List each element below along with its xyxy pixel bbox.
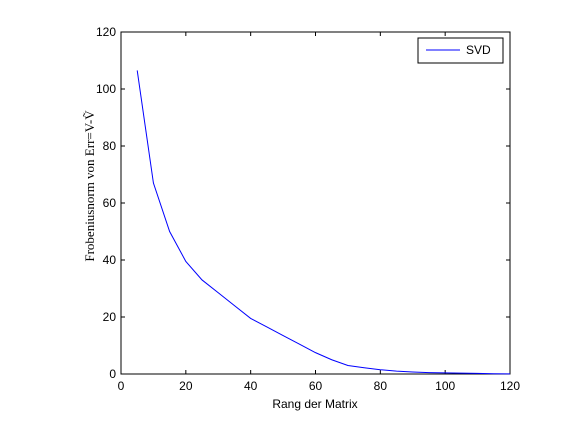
y-tick-label-0: 0 bbox=[109, 367, 116, 381]
legend: SVD bbox=[418, 38, 503, 63]
legend-label: SVD bbox=[466, 43, 491, 57]
x-tick-label-4: 80 bbox=[374, 379, 388, 393]
y-tick-label-1: 20 bbox=[103, 310, 117, 324]
plot-area bbox=[121, 32, 510, 374]
y-tick-label-6: 120 bbox=[96, 25, 116, 39]
y-tick-label-5: 100 bbox=[96, 82, 116, 96]
x-tick-label-1: 20 bbox=[179, 379, 193, 393]
y-tick-label-3: 60 bbox=[103, 196, 117, 210]
x-tick-label-3: 60 bbox=[309, 379, 323, 393]
y-axis-label: Frobeniusnorm von Err=V-Ṽ bbox=[82, 110, 97, 262]
x-tick-label-2: 40 bbox=[244, 379, 258, 393]
x-axis-label: Rang der Matrix bbox=[272, 397, 357, 411]
y-tick-label-2: 40 bbox=[103, 253, 117, 267]
x-tick-label-5: 100 bbox=[435, 379, 455, 393]
x-tick-label-0: 0 bbox=[118, 379, 125, 393]
x-tick-label-6: 120 bbox=[500, 379, 520, 393]
y-tick-label-4: 80 bbox=[103, 139, 117, 153]
